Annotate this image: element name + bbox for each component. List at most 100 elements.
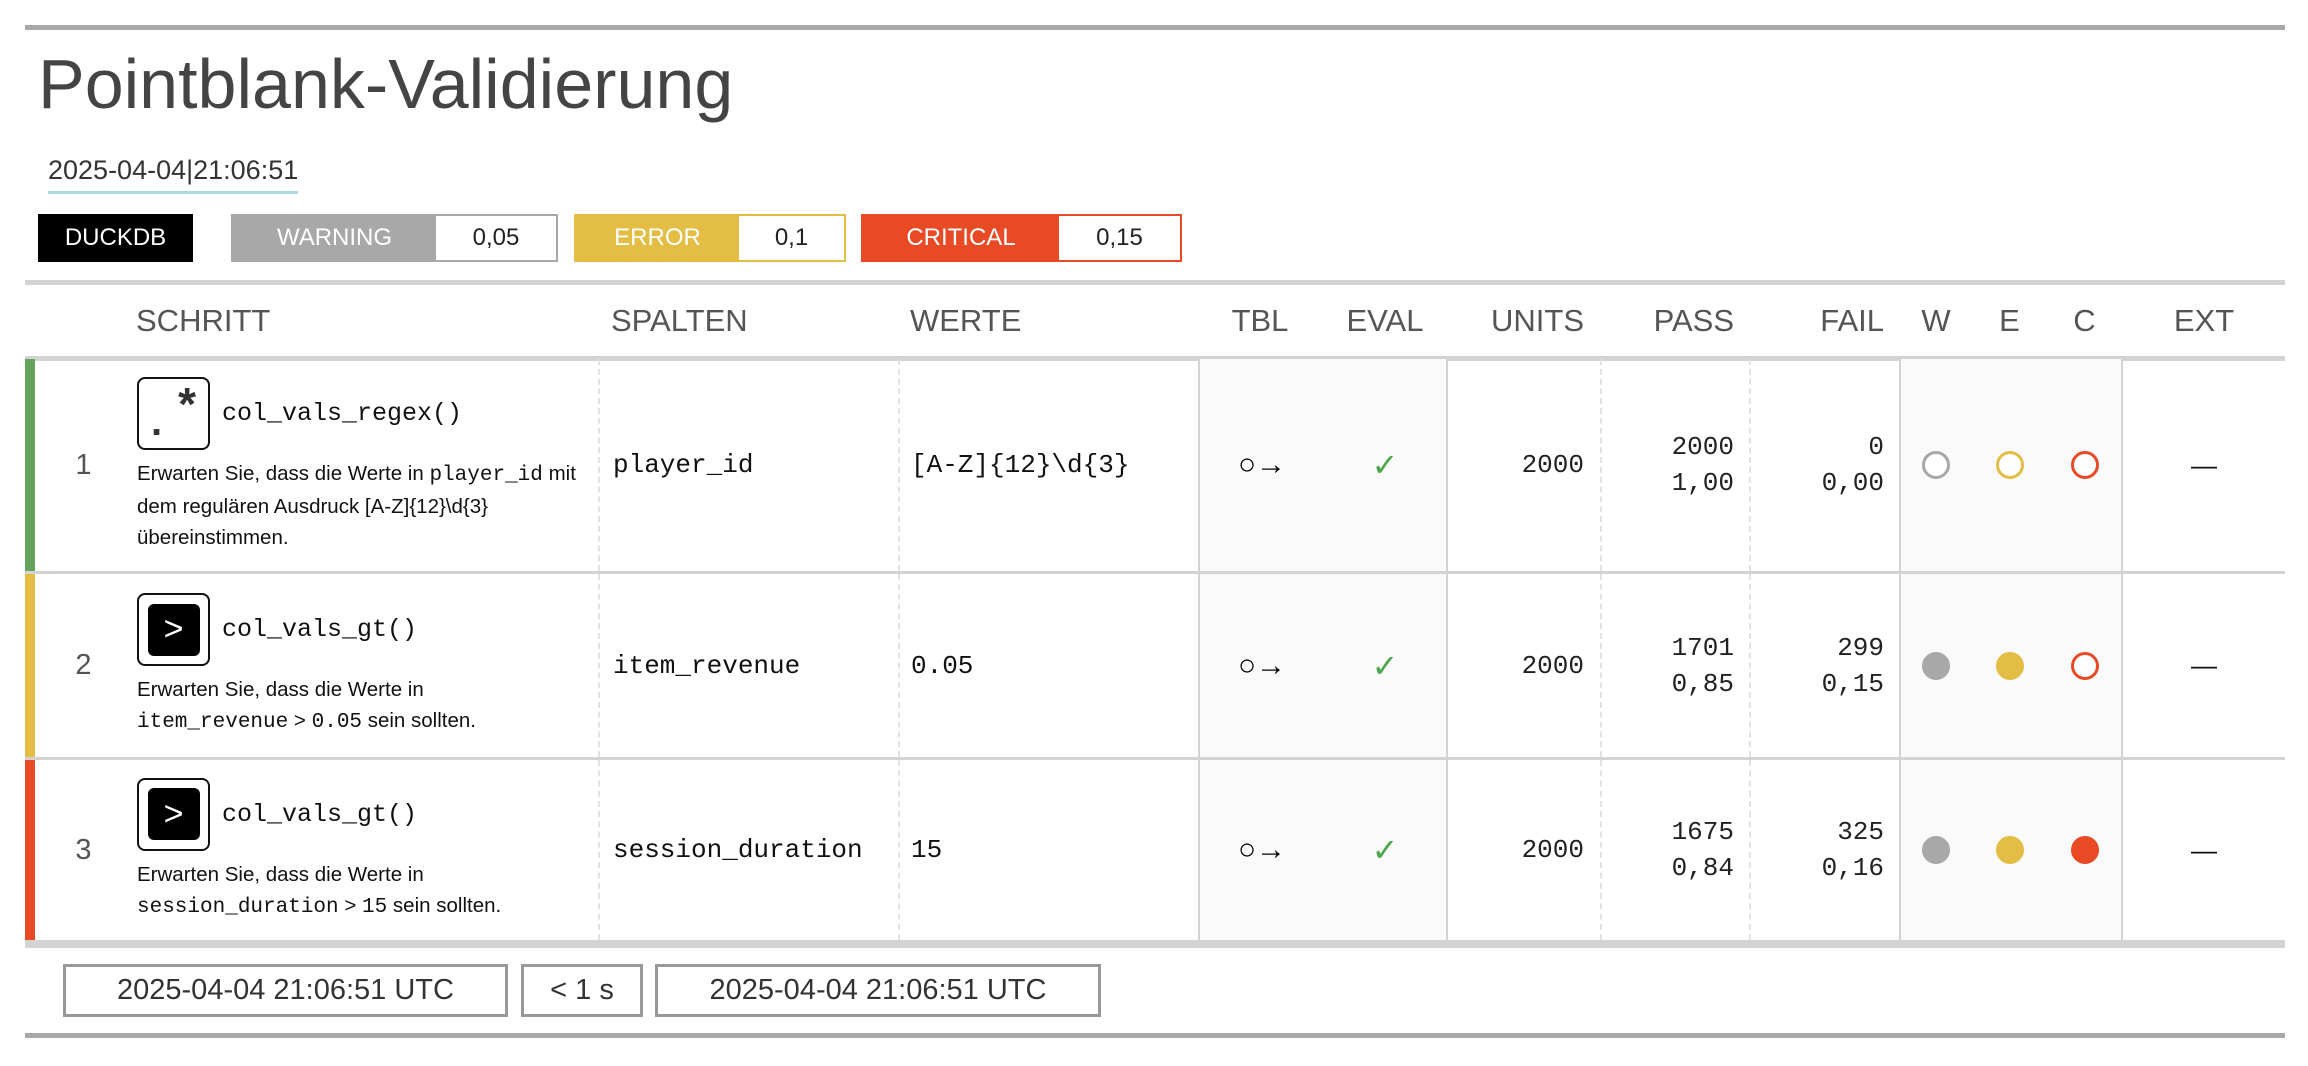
values: 0.05 [911,650,974,681]
fail-fraction: 0,00 [1821,468,1884,498]
description-part: > [338,893,363,917]
eval-check-icon: ✓ [1371,647,1399,684]
step-number: 2 [75,649,92,681]
fail-fraction: 0,16 [1821,853,1884,883]
description-part: Erwarten Sie, dass die Werte in [137,462,430,485]
table-arrow-icon: ○→ [1237,833,1287,866]
eval-check-icon: ✓ [1371,447,1399,483]
e-status-dot-icon [1995,836,2024,864]
header-e: E [1999,303,2020,338]
units: 2000 [1521,450,1584,480]
status-bar [25,574,35,757]
critical-threshold-badge: CRITICAL 0,15 [861,214,1182,262]
header-values: WERTE [910,303,1022,338]
start-time: 2025-04-04 21:06:51 UTC [63,964,508,1017]
function-name: col_vals_regex() [222,399,463,428]
report-timestamp: 2025-04-04|21:06:51 [48,155,299,194]
description-part: 0.05 [311,711,363,734]
description-part: item_revenue [137,711,289,734]
bottom-border [25,1033,2285,1038]
column-name: session_duration [613,835,863,865]
regex-icon: . * [137,377,210,450]
c-status-dot-icon [2070,451,2099,479]
step-description: Erwarten Sie, dass die Werte in item_rev… [137,674,577,738]
error-label: ERROR [576,216,739,260]
table-bottom-border [25,943,2285,948]
description-part: session_duration [137,895,339,919]
header-step: SCHRITT [136,303,271,338]
engine-badge: DUCKDB [38,214,193,262]
fail-fraction: 0,15 [1821,668,1884,699]
fail-count: 0 [1868,432,1884,462]
e-status-dot-icon [1995,451,2024,479]
column-name: item_revenue [613,650,801,681]
values: 15 [911,835,943,865]
top-border [25,25,2285,30]
table-header-border [25,356,2285,361]
c-status-dot-icon [2070,651,2099,680]
w-status-dot-icon [1922,836,1950,864]
status-bar [25,359,35,571]
error-threshold-badge: ERROR 0,1 [574,214,846,262]
fail-cell: 299 0,15 [1749,574,1884,757]
description-part: > [288,709,312,732]
step-cell: > col_vals_gt() Erwarten Sie, dass die Wer… [137,574,592,757]
extract-indicator: — [2191,449,2217,480]
table-row: 1 . * col_vals_regex() Erwarten Sie, dass di… [25,359,2285,574]
pass-fraction: 1,00 [1671,468,1734,498]
units: 2000 [1521,835,1584,865]
pass-count: 2000 [1671,432,1734,462]
e-status-dot-icon [1995,651,2024,680]
warning-label: WARNING [233,216,436,260]
description-part: Erwarten Sie, dass die Werte in [137,862,424,886]
function-name: col_vals_gt() [222,799,418,829]
pass-count: 1675 [1671,817,1734,847]
pass-fraction: 0,84 [1671,853,1734,883]
extract-indicator: — [2191,834,2217,865]
fail-count: 325 [1837,817,1884,847]
table-row: 2 > col_vals_gt() Erwarten Sie, dass die We… [25,574,2285,760]
critical-value: 0,15 [1059,216,1180,260]
header-ext: EXT [2173,303,2235,338]
fail-cell: 0 0,00 [1749,359,1884,571]
header-eval: EVAL [1346,303,1424,338]
table-row: 3 > col_vals_gt() Erwarten Sie, dass die We… [25,760,2285,943]
column-name: player_id [613,450,754,480]
warning-value: 0,05 [436,216,556,260]
step-description: Erwarten Sie, dass die Werte in session_… [137,859,577,923]
header-fail: FAIL [1820,303,1884,338]
eval-check-icon: ✓ [1371,832,1399,868]
pass-cell: 2000 1,00 [1600,359,1734,571]
pass-cell: 1675 0,84 [1600,760,1734,940]
pass-fraction: 0,85 [1671,668,1734,699]
table-top-border [25,280,2285,285]
table-arrow-icon: ○→ [1237,648,1287,682]
values: [A-Z]{12}\d{3} [911,450,1130,480]
description-part: Erwarten Sie, dass die Werte in [137,678,424,701]
end-time: 2025-04-04 21:06:51 UTC [655,964,1101,1017]
header-w: W [1921,303,1951,338]
extract-indicator: — [2191,650,2217,680]
w-status-dot-icon [1922,451,1950,479]
step-number: 3 [75,833,92,866]
c-status-dot-icon [2070,836,2099,864]
fail-cell: 325 0,16 [1749,760,1884,940]
warning-threshold-badge: WARNING 0,05 [231,214,558,262]
pass-count: 1701 [1671,632,1734,663]
description-part: sein sollten. [362,709,476,732]
w-status-dot-icon [1922,651,1950,680]
description-part: sein sollten. [387,893,502,917]
description-part: player_id [429,464,543,487]
function-name: col_vals_gt() [222,615,418,644]
units: 2000 [1521,650,1584,681]
description-part: mit dem regulären Ausdruck [A-Z]{12}\d{3… [137,462,576,549]
step-description: Erwarten Sie, dass die Werte in player_i… [137,458,577,553]
engine-label: DUCKDB [64,224,167,251]
description-part: 15 [362,895,388,919]
page-title: Pointblank-Validierung [38,45,734,123]
header-units: UNITS [1491,303,1584,338]
critical-label: CRITICAL [863,216,1059,260]
step-number: 1 [75,448,92,481]
error-value: 0,1 [739,216,844,260]
greater-than-icon: > [137,777,210,851]
